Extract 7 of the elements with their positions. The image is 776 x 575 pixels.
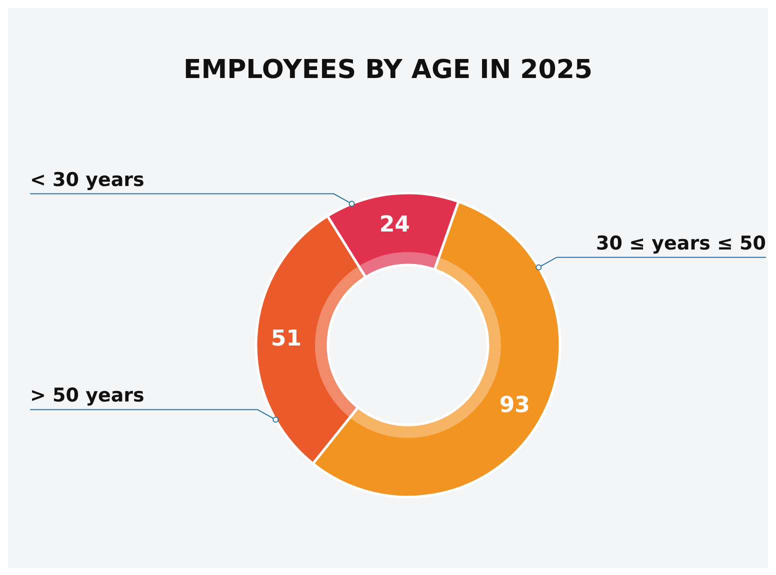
slice-label: < 30 years [30,168,144,191]
slice-label: 30 ≤ years ≤ 50 [596,232,766,254]
data-label: 24 [379,212,410,238]
data-label: 93 [499,392,530,418]
data-label: 51 [270,326,302,352]
slice-label: > 50 years [30,384,144,407]
chart-title: EMPLOYEES BY AGE IN 2025 [183,55,593,85]
